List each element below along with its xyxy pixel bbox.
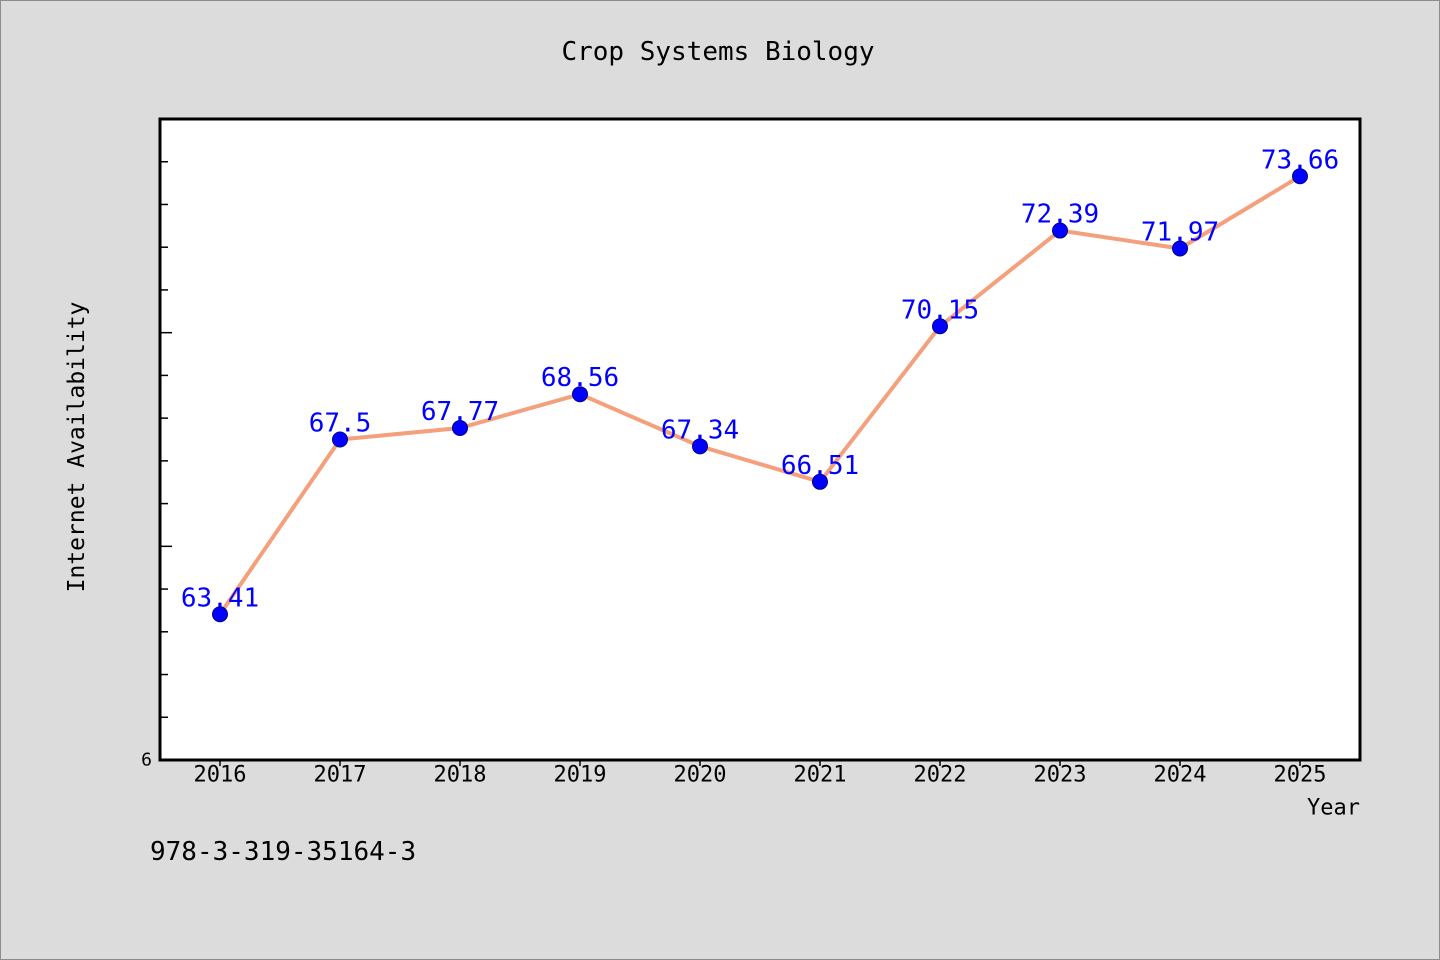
data-point-2019 [572,386,588,403]
x-axis-label: Year [1307,796,1360,821]
data-label-2024: 71.97 [1141,217,1219,247]
data-label-2021: 66.51 [781,451,859,481]
data-label-2016: 63.41 [181,583,259,613]
series-group [212,168,1308,623]
x-tick-label-2023: 2023 [1034,763,1087,788]
data-label-2019: 68.56 [541,363,619,393]
data-labels: 63.41 67.5 67.77 68.56 67.34 66.51 70.15 72.39 7… [181,145,1339,613]
x-tick-label-2020: 2020 [674,763,727,788]
x-tick-label-2017: 2017 [314,763,367,788]
data-label-2025: 73.66 [1261,145,1339,175]
x-tick-label-2022: 2022 [914,763,967,788]
x-tick-label-2019: 2019 [554,763,607,788]
data-point-2018 [452,419,468,436]
data-point-2020 [692,438,708,455]
y-axis-ticks: 6 [141,160,172,771]
x-tick-label-2024: 2024 [1154,763,1207,788]
data-point-2016 [212,606,228,623]
data-point-2022 [932,318,948,335]
x-tick-label-2021: 2021 [794,763,847,788]
data-point-2021 [812,473,828,490]
data-point-2017 [332,431,348,448]
x-tick-label-2018: 2018 [434,763,487,788]
x-tick-label-2025: 2025 [1274,763,1327,788]
x-tick-label-2016: 2016 [194,763,247,788]
data-label-2020: 67.34 [661,415,739,445]
data-label-2018: 67.77 [421,397,499,427]
footnote: 978-3-319-35164-3 [150,837,416,867]
data-label-2022: 70.15 [901,295,979,325]
chart-title: Crop Systems Biology [561,37,874,67]
x-axis-ticks: 2016 2017 2018 2019 2020 2021 2022 2023 2024 2025 [194,760,1327,788]
data-point-2025 [1292,168,1308,185]
y-tick-label: 6 [141,750,152,771]
data-point-2023 [1052,222,1068,239]
data-point-2024 [1172,240,1188,257]
data-label-2023: 72.39 [1021,200,1099,230]
series-line [218,174,1302,617]
data-label-2017: 67.5 [309,409,372,439]
y-axis-label: Internet Availability [64,302,90,593]
